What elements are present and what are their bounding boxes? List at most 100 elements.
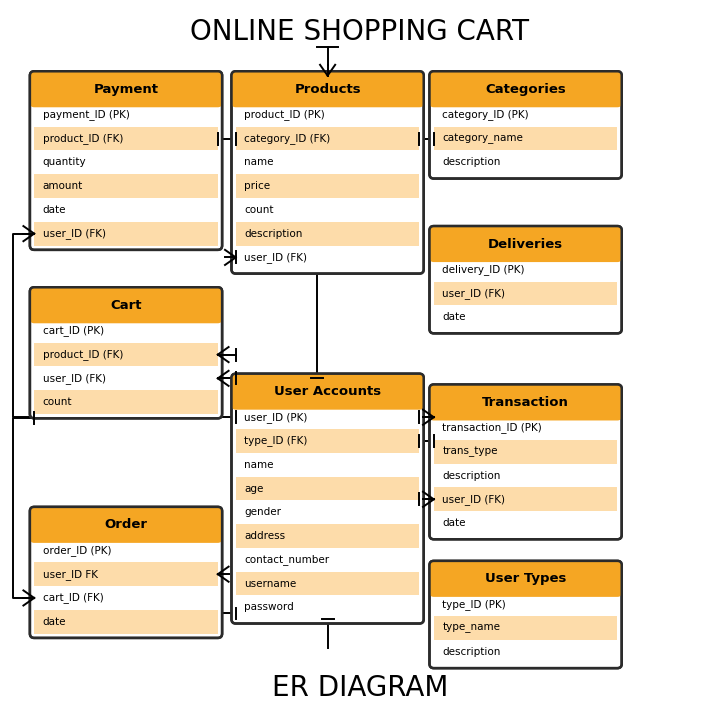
Text: user_ID (PK): user_ID (PK) [245, 412, 308, 423]
FancyBboxPatch shape [232, 71, 423, 274]
Text: user_ID (FK): user_ID (FK) [42, 228, 106, 239]
Bar [34, 91, 217, 103]
Text: order_ID (PK): order_ID (PK) [42, 545, 112, 556]
Bar [34, 222, 217, 246]
Text: Cart: Cart [110, 299, 142, 312]
Bar [236, 548, 419, 572]
Text: amount: amount [42, 181, 83, 191]
Text: quantity: quantity [42, 158, 86, 167]
Text: description: description [442, 471, 501, 480]
FancyBboxPatch shape [429, 561, 622, 597]
FancyBboxPatch shape [429, 384, 622, 539]
Bar [236, 393, 419, 405]
Bar [236, 500, 419, 524]
Text: date: date [442, 518, 466, 528]
Bar [236, 222, 419, 246]
Text: payment_ID (PK): payment_ID (PK) [42, 109, 130, 120]
FancyBboxPatch shape [30, 71, 222, 250]
Bar [236, 150, 419, 174]
Bar [433, 127, 618, 150]
FancyBboxPatch shape [232, 374, 423, 410]
FancyBboxPatch shape [232, 71, 423, 107]
Text: category_ID (PK): category_ID (PK) [442, 109, 529, 120]
Bar [433, 593, 618, 616]
FancyBboxPatch shape [429, 71, 622, 107]
Text: User Accounts: User Accounts [274, 385, 381, 398]
FancyBboxPatch shape [429, 561, 622, 668]
Text: User Types: User Types [485, 572, 567, 585]
Text: Payment: Payment [94, 83, 158, 96]
Text: date: date [42, 205, 66, 215]
Text: type_ID (PK): type_ID (PK) [442, 599, 506, 610]
FancyBboxPatch shape [232, 374, 423, 624]
Bar [236, 103, 419, 127]
Text: address: address [245, 531, 286, 541]
Text: name: name [245, 158, 274, 167]
Bar [34, 319, 217, 343]
Bar [433, 580, 618, 593]
Bar [433, 246, 618, 258]
Bar [236, 198, 419, 222]
Bar [34, 150, 217, 174]
Text: name: name [245, 460, 274, 469]
FancyBboxPatch shape [30, 287, 222, 323]
Bar [236, 246, 419, 269]
Text: description: description [442, 647, 501, 657]
Bar [433, 511, 618, 535]
Text: password: password [245, 603, 294, 612]
Bar [34, 174, 217, 198]
Text: Deliveries: Deliveries [488, 238, 563, 251]
Text: delivery_ID (PK): delivery_ID (PK) [442, 264, 525, 275]
Bar [433, 416, 618, 440]
Text: Order: Order [104, 518, 148, 531]
Bar [34, 390, 217, 414]
FancyBboxPatch shape [30, 71, 222, 107]
Bar [34, 562, 217, 586]
Bar [236, 524, 419, 548]
Text: ER DIAGRAM: ER DIAGRAM [272, 674, 448, 702]
Text: description: description [245, 229, 303, 238]
Bar [34, 198, 217, 222]
FancyBboxPatch shape [429, 226, 622, 262]
Text: cart_ID (PK): cart_ID (PK) [42, 325, 104, 336]
Bar [34, 343, 217, 366]
FancyBboxPatch shape [429, 71, 622, 179]
Bar [433, 150, 618, 174]
Text: username: username [245, 579, 297, 588]
Text: date: date [442, 312, 466, 322]
Bar [433, 103, 618, 127]
Bar [34, 127, 217, 150]
FancyBboxPatch shape [30, 287, 222, 418]
Text: description: description [442, 158, 501, 167]
Text: type_ID (FK): type_ID (FK) [245, 436, 308, 446]
Text: trans_type: trans_type [442, 446, 498, 457]
Text: user_ID (FK): user_ID (FK) [442, 494, 505, 505]
Bar [236, 572, 419, 595]
Bar [236, 91, 419, 103]
Bar [433, 305, 618, 329]
Text: user_ID (FK): user_ID (FK) [245, 252, 307, 263]
Bar [433, 440, 618, 464]
Bar [236, 595, 419, 619]
Bar [34, 366, 217, 390]
Text: user_ID FK: user_ID FK [42, 569, 98, 580]
FancyBboxPatch shape [30, 507, 222, 543]
Text: cart_ID (FK): cart_ID (FK) [42, 593, 104, 603]
Bar [433, 404, 618, 416]
Text: user_ID (FK): user_ID (FK) [442, 288, 505, 299]
Bar [433, 616, 618, 640]
FancyBboxPatch shape [429, 384, 622, 420]
Text: contact_number: contact_number [245, 554, 330, 565]
Text: type_name: type_name [442, 623, 500, 634]
Bar [236, 127, 419, 150]
Text: date: date [42, 617, 66, 626]
Text: Products: Products [294, 83, 361, 96]
Text: price: price [245, 181, 271, 191]
Bar [236, 174, 419, 198]
Text: category_ID (FK): category_ID (FK) [245, 133, 330, 144]
Text: product_ID (PK): product_ID (PK) [245, 109, 325, 120]
Bar [34, 586, 217, 610]
Text: product_ID (FK): product_ID (FK) [42, 133, 123, 144]
Text: user_ID (FK): user_ID (FK) [42, 373, 106, 384]
Bar [236, 453, 419, 477]
